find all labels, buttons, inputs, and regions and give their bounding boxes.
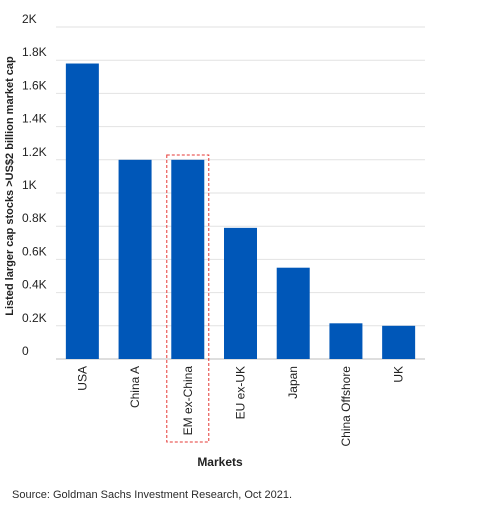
y-tick-label: 1K [22, 178, 37, 192]
y-tick-label: 0 [22, 344, 29, 358]
bars [65, 63, 416, 360]
y-axis-ticks: 0 0.2K 0.4K 0.6K 0.8K 1K 1.2K 1.4K 1.6K 1.8K 2K [22, 12, 47, 358]
bar-china-a [118, 159, 152, 359]
y-tick-label: 1.2K [22, 145, 47, 159]
bar-china-offshore [329, 323, 363, 359]
x-tick-label: EM ex-China [181, 366, 195, 436]
y-axis-title: Listed larger cap stocks >US$2 billion m… [4, 56, 16, 316]
gridlines [56, 26, 425, 360]
x-axis-title: Markets [197, 455, 243, 469]
bar-eu-ex-uk [224, 227, 257, 359]
x-tick-label: Japan [286, 366, 300, 399]
highlight-box-group [166, 154, 210, 443]
x-tick-label: UK [392, 366, 406, 383]
y-tick-label: 2K [22, 12, 37, 26]
y-tick-label: 0.8K [22, 211, 47, 225]
y-tick-label: 0.4K [22, 278, 47, 292]
bar-em-ex-china [171, 159, 205, 359]
y-tick-label: 1.6K [22, 78, 47, 92]
x-tick-label: China Offshore [339, 366, 353, 447]
bar-uk [382, 325, 416, 359]
x-tick-label: USA [75, 366, 89, 391]
y-tick-label: 0.2K [22, 311, 47, 325]
highlight-box [166, 154, 210, 443]
bar-usa [65, 63, 99, 360]
source-note: Source: Goldman Sachs Investment Researc… [12, 489, 293, 501]
x-axis-ticks: USA China A EM ex-China EU ex-UK Japan China … [75, 366, 405, 447]
x-tick-label: China A [128, 366, 142, 408]
x-tick-label: EU ex-UK [234, 366, 248, 419]
y-tick-label: 0.6K [22, 244, 47, 258]
y-tick-label: 1.8K [22, 45, 47, 59]
y-tick-label: 1.4K [22, 112, 47, 126]
bar-japan [276, 267, 310, 359]
